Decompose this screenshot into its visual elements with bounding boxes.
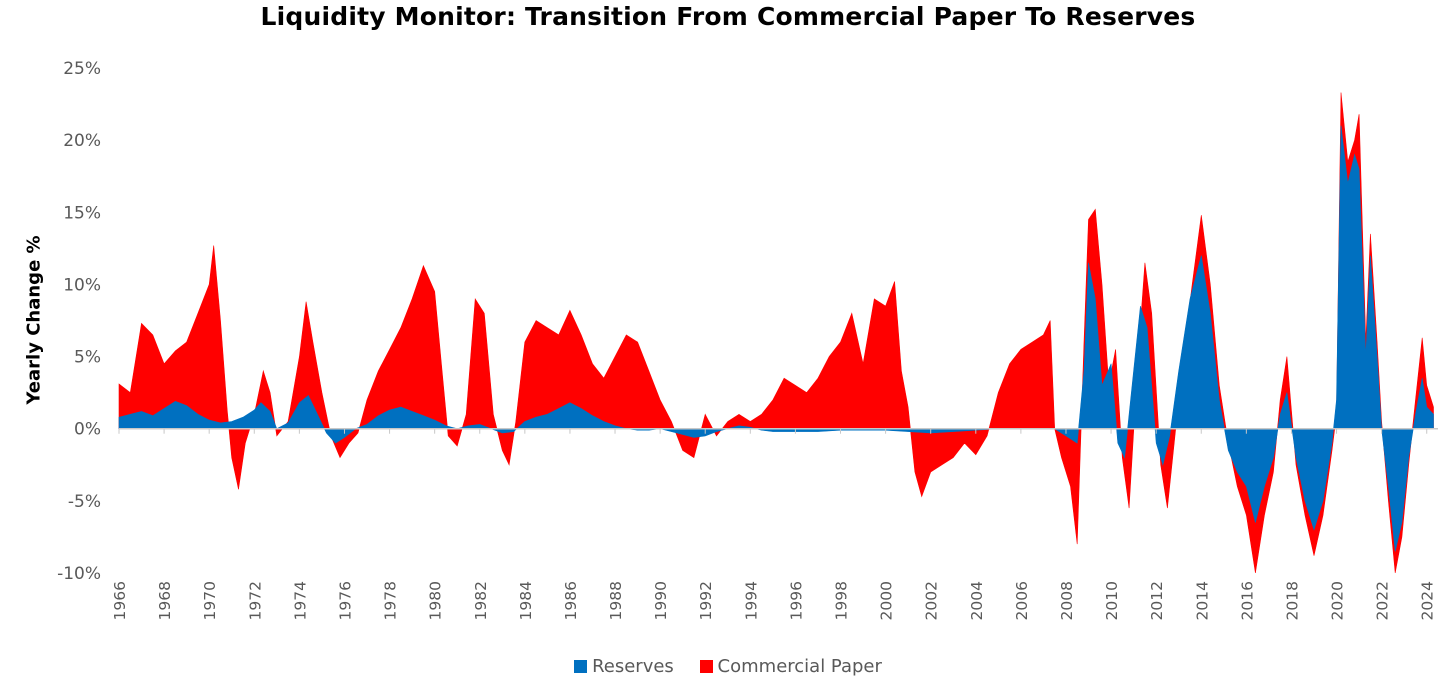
x-tick-label: 2018: [1283, 581, 1301, 620]
legend-label-commercial-paper: Commercial Paper: [717, 656, 882, 677]
legend-swatch-commercial-paper: [699, 660, 713, 673]
legend-item-reserves: Reserves: [574, 656, 674, 677]
x-tick-label: 2006: [1013, 581, 1031, 620]
legend-label-reserves: Reserves: [592, 656, 674, 677]
x-tick-label: 1976: [337, 581, 355, 620]
commercial-paper-area: [118, 92, 1434, 574]
x-tick-label: 1988: [607, 581, 625, 620]
x-tick-label: 1966: [111, 581, 129, 620]
x-tick-label: 1974: [291, 581, 309, 620]
x-tick-label: 1990: [652, 581, 670, 620]
area-layer: [118, 92, 1434, 574]
x-tick-label: 1998: [833, 581, 851, 620]
x-tick-label: 2010: [1103, 581, 1121, 620]
x-tick-label: 1972: [246, 581, 264, 620]
x-tick-label: 1980: [427, 581, 445, 620]
x-tick-label: 1984: [517, 581, 535, 620]
x-tick-label: 2004: [968, 581, 986, 620]
x-tick-label: 1968: [156, 581, 174, 620]
x-tick-label: 2024: [1419, 581, 1437, 620]
reserves-area: [118, 125, 1434, 552]
y-tick-label: -5%: [68, 492, 101, 512]
x-tick-label: 1992: [697, 581, 715, 620]
x-tick-label: 1978: [382, 581, 400, 620]
legend-swatch-reserves: [574, 660, 588, 673]
x-tick-label: 2022: [1374, 581, 1392, 620]
x-tick-label: 1970: [201, 581, 219, 620]
x-tick-layer: 1966 1968 1970 1972 1974 1976 1978 1980 1982 1984…: [111, 428, 1437, 620]
y-tick-label: 5%: [74, 348, 101, 368]
legend-item-commercial-paper: Commercial Paper: [699, 656, 882, 677]
x-tick-label: 2020: [1329, 581, 1347, 620]
x-tick-label: 2002: [923, 581, 941, 620]
x-tick-label: 1996: [787, 581, 805, 620]
y-tick-label: 20%: [63, 131, 101, 151]
x-tick-label: 2014: [1193, 581, 1211, 620]
x-tick-label: 1986: [562, 581, 580, 620]
y-tick-label: 0%: [74, 420, 101, 440]
x-tick-label: 1994: [742, 581, 760, 620]
x-tick-label: 2000: [878, 581, 896, 620]
y-tick-layer: 25% 20% 15% 10% 5% 0% -5% -10%: [57, 59, 101, 584]
y-tick-label: -10%: [57, 564, 101, 584]
x-tick-label: 1982: [472, 581, 490, 620]
y-tick-label: 25%: [63, 59, 101, 79]
x-tick-label: 2012: [1148, 581, 1166, 620]
y-tick-label: 15%: [63, 203, 101, 223]
chart-title: Liquidity Monitor: Transition From Comme…: [260, 2, 1196, 31]
legend: Reserves Commercial Paper: [0, 656, 1456, 678]
x-tick-label: 2008: [1058, 581, 1076, 620]
y-tick-label: 10%: [63, 275, 101, 295]
x-tick-label: 2016: [1238, 581, 1256, 620]
